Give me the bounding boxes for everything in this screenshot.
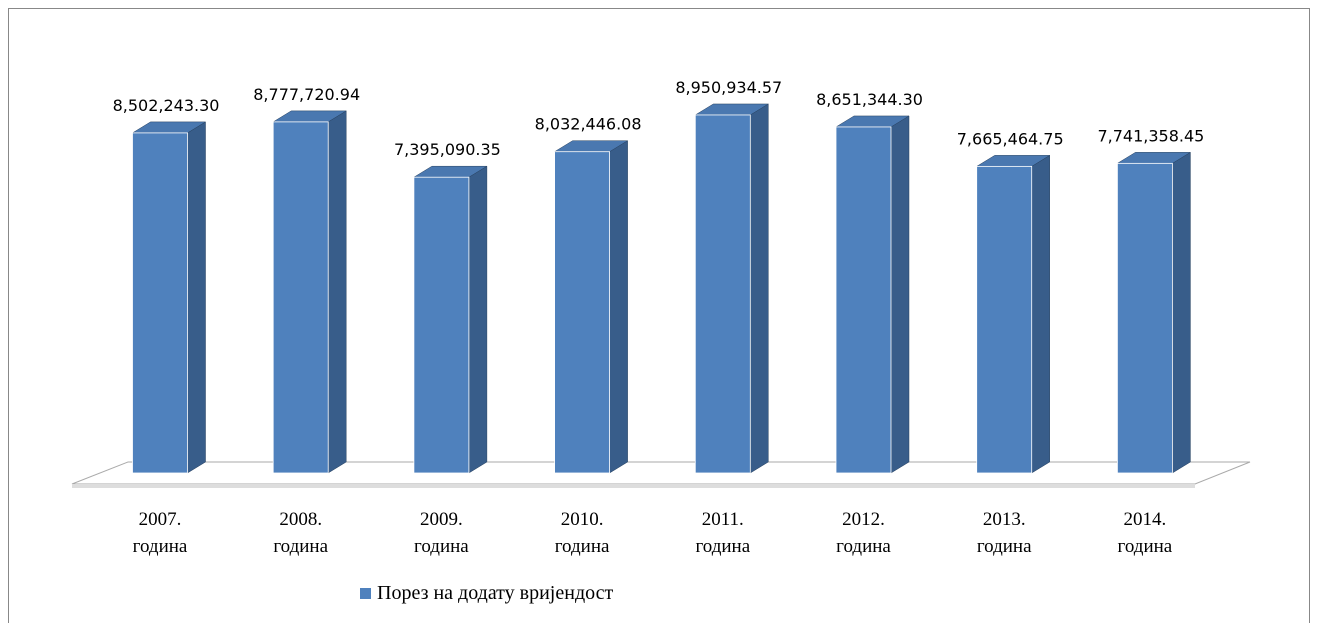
floor — [71, 461, 1251, 485]
x-tick-label: 2009. година — [414, 509, 469, 557]
data-label: 7,741,358.45 — [1097, 126, 1204, 145]
bar-side — [890, 115, 910, 474]
chart-frame — [8, 8, 1310, 623]
x-tick-label: 2008. година — [273, 509, 329, 557]
bar — [413, 176, 470, 474]
floor-edge — [72, 484, 1195, 488]
data-label: 8,502,243.30 — [113, 96, 220, 115]
x-tick-label: 2012. година — [836, 509, 891, 557]
legend-label: Порез на додату вријендост — [377, 582, 614, 604]
x-tick-label: 2013. година — [976, 509, 1032, 557]
bar-side — [187, 121, 206, 474]
data-label: 7,395,090.35 — [394, 140, 501, 159]
legend-swatch — [360, 588, 371, 599]
bar — [554, 151, 610, 474]
data-label: 8,950,934.57 — [675, 78, 782, 97]
x-tick-label: 2010. година — [554, 509, 610, 557]
bar-side — [1172, 151, 1191, 474]
data-label: 8,777,720.94 — [253, 85, 360, 104]
bar-side — [750, 103, 769, 474]
bar — [272, 121, 329, 474]
bar — [835, 126, 892, 474]
bar-side — [1031, 154, 1050, 474]
bar-side — [468, 165, 488, 474]
bar — [1117, 162, 1173, 474]
x-tick-label: 2014. година — [1117, 509, 1173, 557]
data-label: 8,032,446.08 — [535, 115, 642, 134]
bar — [976, 165, 1033, 474]
x-tick-label: 2007. година — [132, 509, 188, 557]
bar-side — [327, 110, 347, 474]
data-label: 8,651,344.30 — [816, 90, 923, 109]
legend: Порез на додату вријендост — [360, 582, 613, 605]
x-tick-label: 2011. година — [695, 509, 751, 557]
bar — [694, 114, 751, 474]
bar — [132, 132, 188, 474]
bar-side — [609, 140, 628, 474]
data-label: 7,665,464.75 — [957, 129, 1064, 148]
